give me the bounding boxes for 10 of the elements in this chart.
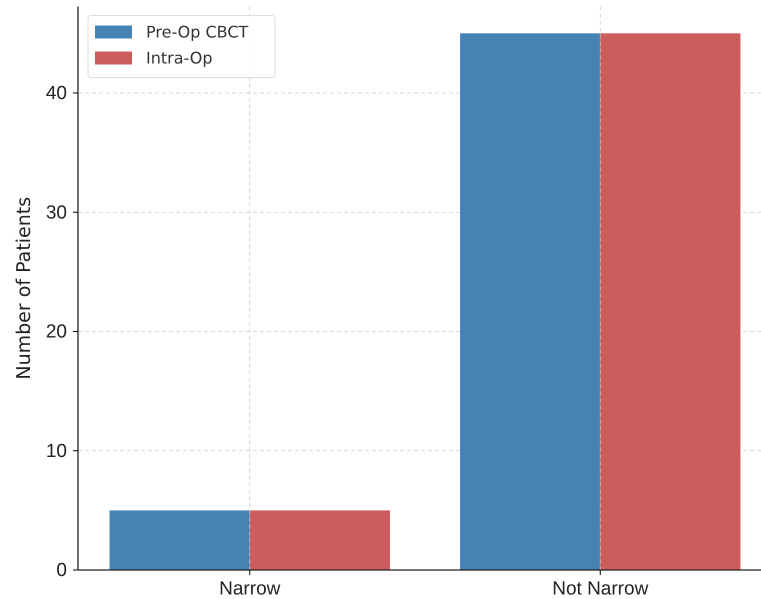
y-tick-label: 20 (46, 322, 67, 343)
y-tick-label: 40 (46, 83, 67, 104)
y-tick-label: 0 (56, 560, 67, 582)
y-tick-label: 30 (46, 202, 67, 224)
x-tick-label: Not Narrow (552, 578, 649, 599)
legend-label: Pre-Op CBCT (146, 22, 249, 42)
x-tick-label: Narrow (219, 578, 281, 599)
legend-label: Intra-Op (146, 48, 212, 68)
y-tick-label: 10 (46, 440, 67, 462)
y-axis-title: Number of Patients (13, 196, 35, 380)
